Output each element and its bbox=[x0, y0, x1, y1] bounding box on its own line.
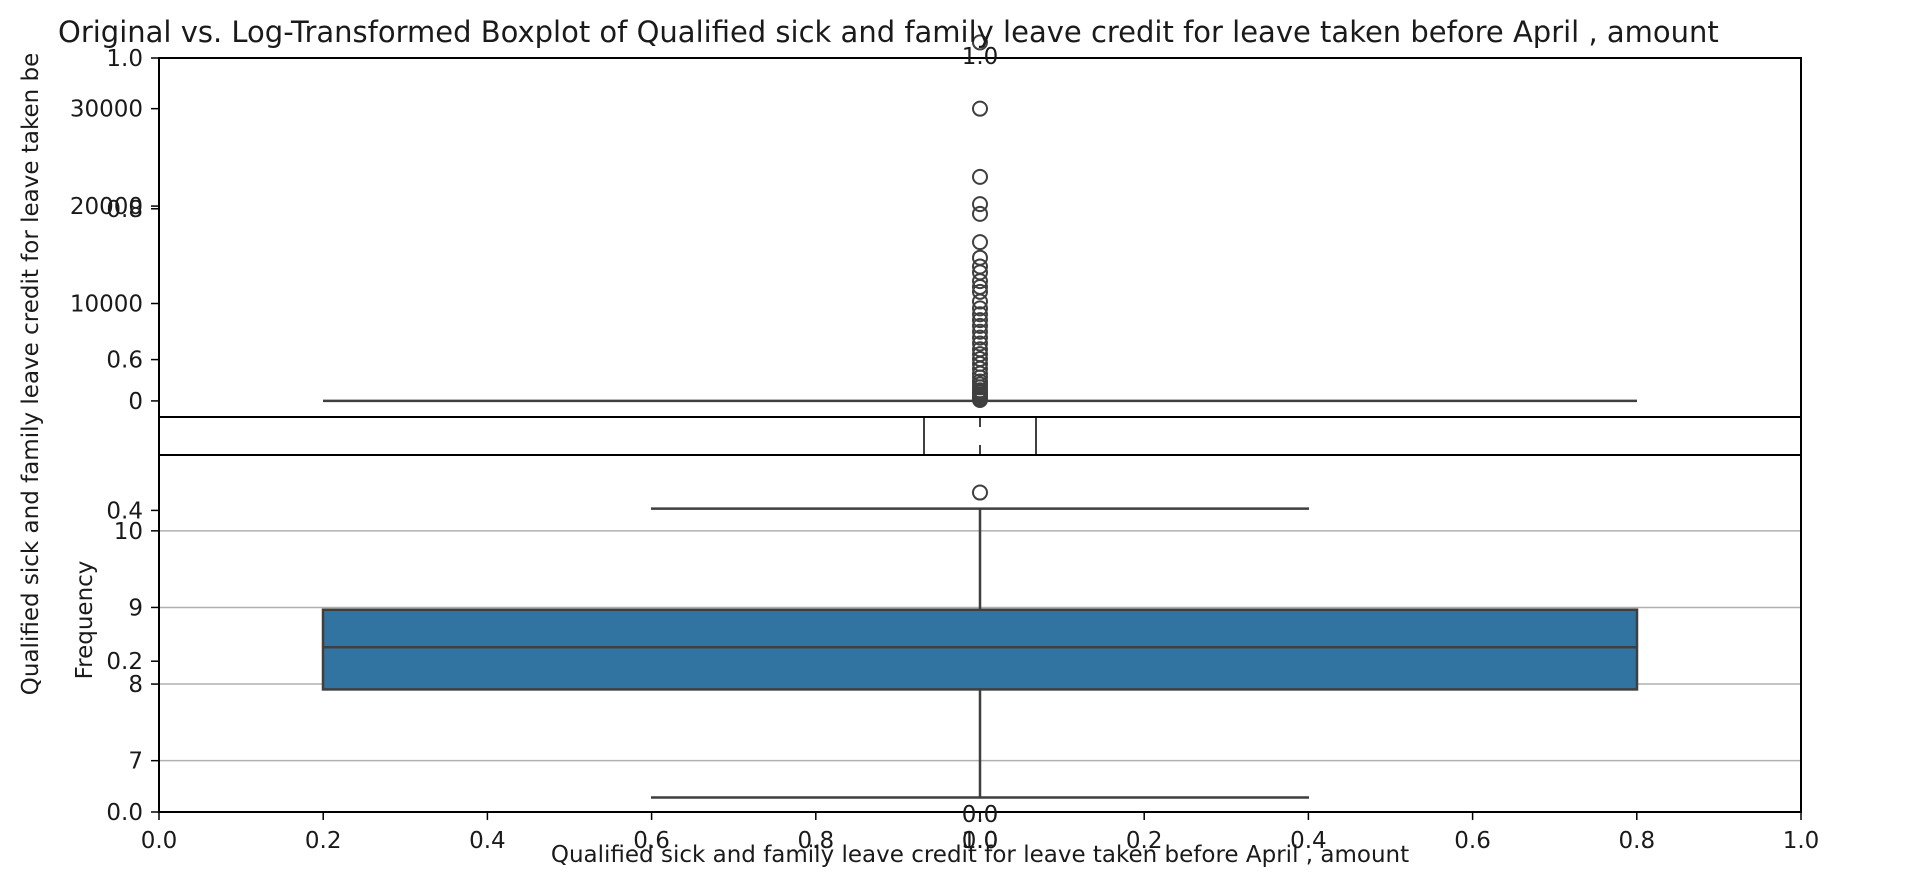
top-outlier-point bbox=[972, 205, 988, 222]
overlay-x-tick-label-right: 0.6 bbox=[1454, 828, 1491, 854]
top-outlier-point bbox=[972, 258, 988, 275]
overlay-bottom-center-label: 0.0 bbox=[962, 802, 999, 828]
chart-title: Original vs. Log-Transformed Boxplot of … bbox=[58, 15, 1719, 49]
top-axes-frame bbox=[158, 57, 1802, 418]
overlay-x-tick-label-right: 0.2 bbox=[1126, 828, 1163, 854]
overlay-x-tick-label-left: 0.0 bbox=[141, 828, 178, 854]
middle-axes bbox=[158, 416, 1802, 456]
overlay-y-tick-label: 0.0 bbox=[106, 800, 143, 826]
overlay-x-tick-label-right: 0.4 bbox=[1290, 828, 1327, 854]
top-outlier-point bbox=[972, 341, 988, 358]
top-outlier-point bbox=[972, 300, 988, 317]
overlay-top-center-label: 1.0 bbox=[962, 44, 999, 70]
original-boxplot-panel: 0 10000 20000 30000 bbox=[70, 34, 1637, 415]
bottom-y-tick-label: 9 bbox=[128, 595, 143, 621]
bottom-y-tick-label: 7 bbox=[128, 749, 143, 775]
overlay-x-tick-label-right: 0.8 bbox=[1619, 828, 1656, 854]
overlay-x-tick-label-right: 0.0 bbox=[962, 828, 999, 854]
top-outlier-point bbox=[972, 351, 988, 368]
top-outlier-point bbox=[972, 196, 988, 213]
overlay-y-tick-label: 1.0 bbox=[106, 46, 143, 72]
top-y-tick-label: 10000 bbox=[70, 292, 143, 318]
overlay-axes: 0.00.20.40.60.81.00.0 0.2 0.4 0.6 0.8 1.00.0 0… bbox=[106, 44, 1819, 854]
overlay-x-tick-label-left: 1.0 bbox=[962, 828, 999, 854]
top-outlier-point bbox=[972, 329, 988, 346]
bottom-box bbox=[321, 608, 1639, 691]
top-y-tick-label: 30000 bbox=[70, 97, 143, 123]
top-outlier-point bbox=[972, 373, 988, 390]
top-outlier-point bbox=[972, 312, 988, 329]
top-outlier-point bbox=[972, 306, 988, 323]
bottom-y-axis-label: Frequency bbox=[72, 561, 98, 680]
top-outlier-point bbox=[972, 249, 988, 266]
overlay-x-tick-label-left: 0.4 bbox=[469, 828, 506, 854]
top-outlier-point bbox=[972, 317, 988, 334]
top-outlier-point bbox=[972, 323, 988, 340]
top-outlier-point bbox=[972, 168, 988, 185]
top-y-axis-label: Qualified sick and family leave credit f… bbox=[18, 53, 44, 695]
top-outlier-point bbox=[972, 283, 988, 300]
log-boxplot-panel: 7 8 9 10 bbox=[114, 484, 1801, 799]
overlay-x-tick-label-left: 0.6 bbox=[633, 828, 670, 854]
overlay-x-tick-label-right: 1.0 bbox=[1783, 828, 1820, 854]
top-outlier-point bbox=[972, 335, 988, 352]
overlay-y-tick-label: 0.6 bbox=[106, 348, 143, 374]
top-outlier-point bbox=[972, 346, 988, 363]
bottom-y-tick-label: 10 bbox=[114, 519, 143, 545]
overlay-y-tick-label: 0.2 bbox=[106, 649, 143, 675]
overlay-y-tick-label: 0.4 bbox=[106, 498, 143, 524]
top-y-tick-label: 0 bbox=[128, 389, 143, 415]
overlay-x-tick-label-left: 0.8 bbox=[798, 828, 835, 854]
bottom-y-tick-label: 8 bbox=[128, 672, 143, 698]
top-outlier-point bbox=[972, 34, 988, 51]
bottom-outlier-point bbox=[972, 484, 988, 501]
top-outlier-point bbox=[972, 234, 988, 251]
x-axis-label: Qualified sick and family leave credit f… bbox=[551, 842, 1409, 868]
top-outlier-point bbox=[972, 100, 988, 117]
top-y-tick-label: 20000 bbox=[70, 194, 143, 220]
overlay-y-tick-label: 0.8 bbox=[106, 197, 143, 223]
overlay-x-tick-label-left: 0.2 bbox=[305, 828, 342, 854]
